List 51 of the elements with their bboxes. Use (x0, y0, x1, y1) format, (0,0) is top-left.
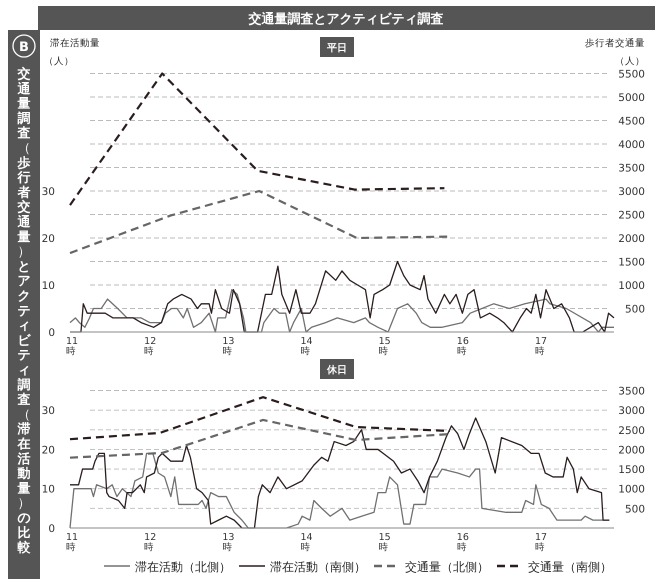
y2-tick-label: 5000 (618, 92, 645, 104)
y2-tick-label: 3000 (618, 405, 645, 418)
y-tick-label: 30 (42, 186, 55, 198)
y2-tick-label: 2500 (618, 424, 645, 437)
x-tick-label: 16時 (456, 336, 469, 357)
y2-tick-label: 2000 (618, 233, 645, 245)
y-tick-label: 0 (48, 523, 55, 535)
y2-tick-label: 500 (624, 304, 645, 316)
x-tick-label: 16時 (456, 532, 469, 553)
y2-tick-label: 1500 (618, 464, 645, 476)
y2-tick-label: 3500 (618, 162, 645, 174)
y2-tick-label: 2500 (618, 210, 645, 222)
text: 交通量調査（歩行者交通量）とアクティビティ調査（滞在活動量）の比較 (18, 67, 30, 556)
y2-tick-label: 500 (624, 503, 645, 516)
y-tick-label: 30 (42, 405, 55, 418)
y-axis-title: 滞在活動量（人） (44, 37, 100, 67)
x-tick-label: 13時 (222, 532, 234, 553)
x-tick-label: 12時 (144, 532, 156, 553)
y-tick-label: 10 (42, 484, 55, 496)
x-tick-label: 14時 (300, 336, 313, 357)
y2-tick-label: 4500 (618, 116, 645, 128)
y2-tick-label: 1000 (618, 280, 645, 292)
legend-label: 交通量（北側） (405, 560, 489, 574)
y2-tick-label: 2000 (618, 444, 645, 456)
y2-tick-label: 5500 (618, 68, 645, 80)
y2-tick-label: 1000 (618, 484, 645, 496)
x-tick-label: 17時 (534, 532, 548, 553)
x-tick-label: 11時 (66, 532, 78, 553)
y-tick-label: 20 (42, 444, 55, 456)
y2-tick-label: 4000 (618, 139, 645, 151)
y-tick-label: 20 (42, 233, 55, 245)
text: B (19, 40, 29, 55)
y-tick-label: 0 (48, 327, 55, 339)
legend-label: 滞在活動（北側） (135, 560, 231, 574)
x-tick-label: 11時 (66, 336, 78, 357)
legend-label: 交通量（南側） (528, 560, 612, 574)
x-tick-label: 15時 (378, 336, 391, 357)
x-tick-label: 15時 (378, 532, 391, 553)
chart-subtitle: 平日 (326, 43, 347, 54)
chart-title: 交通量調査とアクティビティ調査 (248, 11, 444, 27)
y2-tick-label: 1500 (618, 256, 645, 268)
y-tick-label: 10 (42, 280, 55, 292)
legend-label: 滞在活動（南側） (270, 560, 366, 574)
x-tick-label: 12時 (144, 336, 156, 357)
chart-subtitle: 休日 (326, 364, 347, 376)
x-tick-label: 14時 (300, 532, 313, 553)
y2-tick-label: 3500 (618, 386, 645, 398)
x-tick-label: 17時 (534, 336, 548, 357)
y2-tick-label: 3000 (618, 186, 645, 198)
y2-axis-title: 歩行者交通量（人） (585, 37, 645, 67)
x-tick-label: 13時 (222, 336, 234, 357)
